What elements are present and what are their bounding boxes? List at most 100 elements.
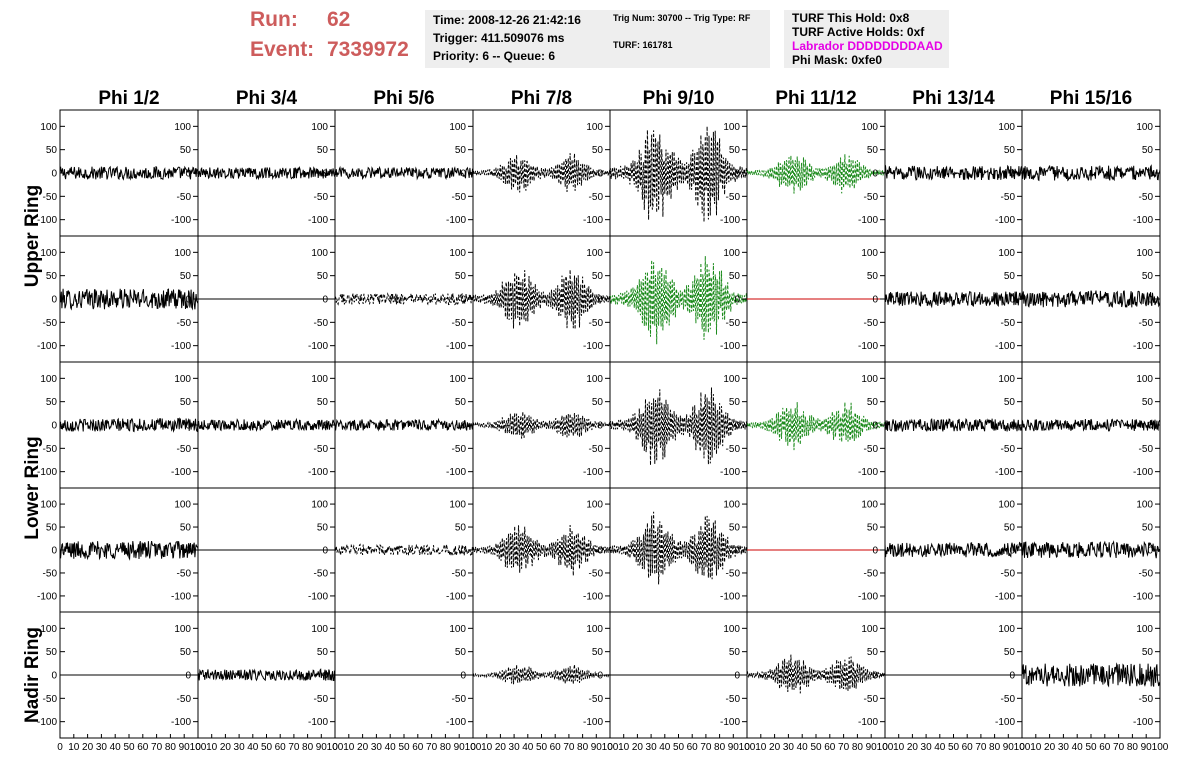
waveform-trace xyxy=(59,417,199,433)
run-label: Run: xyxy=(250,8,298,31)
x-tick-label: 30 xyxy=(646,742,658,753)
y-tick-label: -50 xyxy=(452,568,467,579)
y-tick-label: -50 xyxy=(1139,568,1154,579)
y-tick-label: 50 xyxy=(1142,523,1154,534)
x-tick-label: 100 xyxy=(739,742,756,753)
y-tick-label: -100 xyxy=(1133,215,1153,226)
y-tick-label: 100 xyxy=(311,624,328,635)
x-tick-label: 60 xyxy=(824,742,836,753)
y-tick-label: -100 xyxy=(37,591,57,602)
y-tick-label: -50 xyxy=(314,192,329,203)
y-tick-label: -50 xyxy=(452,192,467,203)
y-tick-label: -50 xyxy=(1139,694,1154,705)
column-header: Phi 9/10 xyxy=(643,88,715,109)
y-tick-label: -100 xyxy=(37,717,57,728)
x-tick-label: 70 xyxy=(1113,742,1125,753)
y-tick-label: 0 xyxy=(1147,169,1153,180)
y-tick-label: 0 xyxy=(597,671,603,682)
x-tick-label: 0 xyxy=(882,742,888,753)
waveform-trace xyxy=(334,417,474,432)
y-tick-label: -50 xyxy=(43,444,58,455)
x-tick-label: 60 xyxy=(137,742,149,753)
y-tick-label: 0 xyxy=(460,671,466,682)
y-tick-label: 100 xyxy=(861,122,878,133)
waveform-trace xyxy=(472,269,611,330)
waveform-trace xyxy=(1021,290,1161,308)
y-tick-label: -100 xyxy=(995,467,1015,478)
y-tick-label: -100 xyxy=(720,215,740,226)
x-tick-label: 80 xyxy=(165,742,177,753)
x-tick-label: 90 xyxy=(1141,742,1153,753)
y-tick-label: -50 xyxy=(864,568,879,579)
y-tick-label: -50 xyxy=(314,568,329,579)
y-tick-label: -50 xyxy=(589,444,604,455)
y-tick-label: 50 xyxy=(180,145,192,156)
x-tick-label: 40 xyxy=(659,742,671,753)
y-tick-label: 50 xyxy=(729,523,741,534)
y-tick-label: 50 xyxy=(46,145,58,156)
x-tick-label: 70 xyxy=(975,742,987,753)
x-tick-label: 30 xyxy=(1058,742,1070,753)
x-tick-label: 20 xyxy=(220,742,232,753)
y-tick-label: 0 xyxy=(872,546,878,557)
y-tick-label: 100 xyxy=(586,122,603,133)
y-tick-label: -50 xyxy=(1001,444,1016,455)
y-tick-label: 50 xyxy=(46,397,58,408)
x-tick-label: 20 xyxy=(1044,742,1056,753)
waveform-trace xyxy=(472,664,611,685)
x-tick-label: 70 xyxy=(838,742,850,753)
y-tick-label: -50 xyxy=(43,318,58,329)
y-tick-label: -100 xyxy=(1133,717,1153,728)
y-tick-label: -50 xyxy=(726,568,741,579)
y-tick-label: -50 xyxy=(43,694,58,705)
y-tick-label: 100 xyxy=(861,374,878,385)
y-tick-label: 100 xyxy=(723,374,740,385)
y-tick-label: -100 xyxy=(995,215,1015,226)
x-tick-label: 70 xyxy=(426,742,438,753)
x-tick-label: 40 xyxy=(797,742,809,753)
y-tick-label: 0 xyxy=(51,671,57,682)
y-tick-label: 0 xyxy=(185,295,191,306)
x-tick-label: 30 xyxy=(234,742,246,753)
x-tick-label: 0 xyxy=(470,742,476,753)
y-tick-label: 50 xyxy=(180,523,192,534)
y-tick-label: 100 xyxy=(861,500,878,511)
x-tick-label: 80 xyxy=(302,742,314,753)
y-tick-label: -50 xyxy=(726,694,741,705)
column-header: Phi 7/8 xyxy=(511,88,572,109)
column-header: Phi 11/12 xyxy=(775,88,856,109)
column-header: Phi 5/6 xyxy=(373,88,434,109)
y-tick-label: 50 xyxy=(1004,647,1016,658)
y-tick-label: 100 xyxy=(311,500,328,511)
y-tick-label: -100 xyxy=(720,467,740,478)
waveform-trace xyxy=(609,511,748,585)
waveform-trace xyxy=(472,524,611,576)
y-tick-label: -50 xyxy=(177,568,192,579)
y-tick-label: -50 xyxy=(726,192,741,203)
y-tick-label: 0 xyxy=(597,295,603,306)
x-tick-label: 50 xyxy=(536,742,548,753)
waveform-trace xyxy=(197,668,336,682)
waveform-trace xyxy=(1021,540,1161,559)
x-tick-label: 20 xyxy=(907,742,919,753)
x-tick-label: 0 xyxy=(607,742,613,753)
x-tick-label: 40 xyxy=(110,742,122,753)
y-tick-label: -100 xyxy=(858,215,878,226)
x-tick-label: 80 xyxy=(1127,742,1139,753)
y-tick-label: -50 xyxy=(726,444,741,455)
y-tick-label: -100 xyxy=(720,591,740,602)
x-tick-label: 70 xyxy=(700,742,712,753)
y-tick-label: -100 xyxy=(308,591,328,602)
y-tick-label: -100 xyxy=(446,591,466,602)
y-tick-label: -100 xyxy=(308,215,328,226)
y-tick-label: 0 xyxy=(1009,421,1015,432)
x-tick-label: 30 xyxy=(783,742,795,753)
y-tick-label: -50 xyxy=(864,694,879,705)
y-tick-label: 0 xyxy=(51,421,57,432)
labrador-line: Labrador DDDDDDDDAAD xyxy=(792,39,943,53)
y-tick-label: 0 xyxy=(1147,671,1153,682)
y-tick-label: -50 xyxy=(177,444,192,455)
y-tick-label: -50 xyxy=(177,192,192,203)
run-event-box: Run: 62 Event: 7339972 xyxy=(250,8,420,68)
x-tick-label: 80 xyxy=(852,742,864,753)
